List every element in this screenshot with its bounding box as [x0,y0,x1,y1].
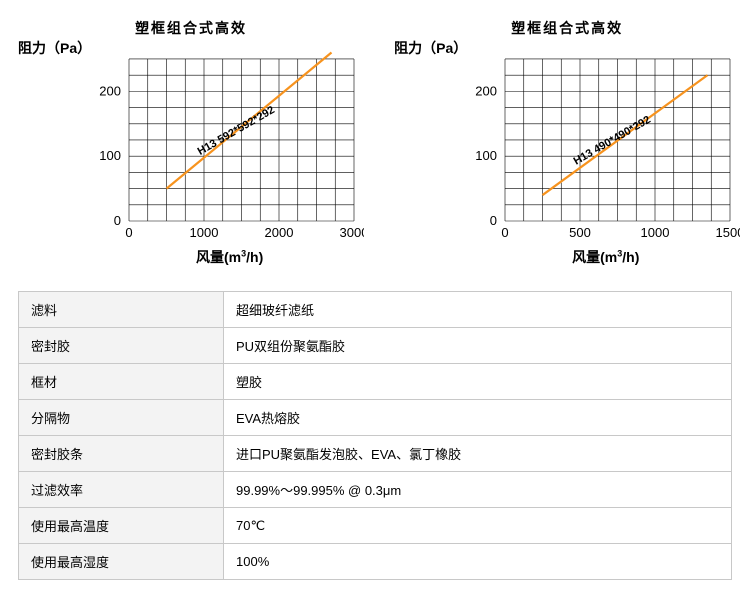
spec-value: 塑胶 [224,364,732,400]
svg-text:H13 592*592*292: H13 592*592*292 [196,104,277,158]
x-axis-label: 风量(m3/h) [471,247,740,267]
chart-title: 塑框组合式高效 [394,18,740,38]
svg-text:0: 0 [126,225,133,240]
svg-text:0: 0 [502,225,509,240]
spec-key: 密封胶条 [19,436,224,472]
spec-value: PU双组份聚氨酯胶 [224,328,732,364]
y-axis-label: 阻力（Pa） [18,38,91,58]
table-row: 过滤效率99.99%～99.995% @ 0.3μm [19,472,732,508]
spec-value: 进口PU聚氨酯发泡胶、EVA、氯丁橡胶 [224,436,732,472]
chart-title: 塑框组合式高效 [18,18,364,38]
svg-text:200: 200 [99,83,121,98]
svg-text:200: 200 [476,83,498,98]
svg-text:H13 490*490*292: H13 490*490*292 [572,114,653,168]
spec-key: 密封胶 [19,328,224,364]
spec-value: 99.99%～99.995% @ 0.3μm [224,472,732,508]
spec-value: 100% [224,544,732,580]
chart-right: 塑框组合式高效 阻力（Pa） 0 100 200 0 500 1000 1500 H13 49… [394,18,740,267]
table-row: 分隔物EVA热熔胶 [19,400,732,436]
charts-row: 塑框组合式高效 阻力（Pa） 01002000100020003000H13 5… [18,18,732,267]
spec-value: 70℃ [224,508,732,544]
svg-text:0: 0 [490,213,497,228]
y-axis-label: 阻力（Pa） [394,38,467,58]
table-row: 使用最高湿度100% [19,544,732,580]
table-row: 滤料超细玻纤滤纸 [19,292,732,328]
svg-text:3000: 3000 [340,225,364,240]
table-row: 框材塑胶 [19,364,732,400]
spec-key: 滤料 [19,292,224,328]
svg-text:0: 0 [114,213,121,228]
svg-text:1500: 1500 [716,225,740,240]
table-row: 密封胶PU双组份聚氨酯胶 [19,328,732,364]
spec-key: 过滤效率 [19,472,224,508]
chart-plot-right: 0 100 200 0 500 1000 1500 H13 490*490*292 [471,44,740,241]
svg-text:2000: 2000 [265,225,294,240]
svg-text:1000: 1000 [190,225,219,240]
table-row: 密封胶条进口PU聚氨酯发泡胶、EVA、氯丁橡胶 [19,436,732,472]
chart-plot-left: 01002000100020003000H13 592*592*292 [95,44,364,241]
table-row: 使用最高温度70℃ [19,508,732,544]
x-axis-label: 风量(m3/h) [95,247,364,267]
svg-text:500: 500 [569,225,591,240]
spec-key: 使用最高温度 [19,508,224,544]
spec-key: 框材 [19,364,224,400]
spec-value: EVA热熔胶 [224,400,732,436]
spec-key: 分隔物 [19,400,224,436]
svg-text:100: 100 [476,148,498,163]
svg-text:100: 100 [99,148,121,163]
spec-key: 使用最高湿度 [19,544,224,580]
chart-left: 塑框组合式高效 阻力（Pa） 01002000100020003000H13 5… [18,18,364,267]
spec-table: 滤料超细玻纤滤纸密封胶PU双组份聚氨酯胶框材塑胶分隔物EVA热熔胶密封胶条进口P… [18,291,732,580]
spec-value: 超细玻纤滤纸 [224,292,732,328]
svg-text:1000: 1000 [641,225,670,240]
